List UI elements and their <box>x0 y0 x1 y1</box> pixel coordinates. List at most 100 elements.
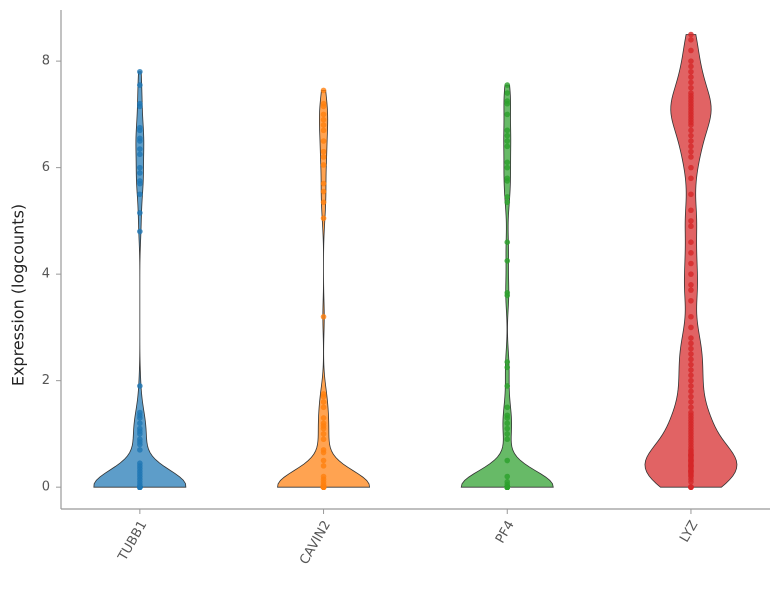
point <box>688 223 694 230</box>
point <box>137 100 143 107</box>
point <box>320 463 327 469</box>
point <box>320 199 327 206</box>
point <box>320 215 327 222</box>
point <box>504 132 511 139</box>
point <box>504 82 511 88</box>
point <box>688 84 694 91</box>
point <box>504 194 511 200</box>
point <box>688 148 694 155</box>
x-tick-label: PF4 <box>493 518 518 546</box>
point <box>688 90 694 96</box>
point <box>688 367 694 373</box>
point <box>688 287 694 293</box>
point <box>504 98 511 104</box>
point <box>320 447 327 453</box>
point <box>137 425 143 432</box>
point <box>137 210 143 216</box>
point <box>320 127 327 134</box>
point <box>320 457 327 464</box>
point <box>504 289 511 296</box>
point <box>504 359 511 365</box>
point <box>504 239 511 245</box>
point <box>137 151 143 158</box>
point <box>688 138 694 144</box>
point <box>137 447 143 453</box>
y-tick-label: 0 <box>42 480 50 495</box>
point <box>688 297 694 304</box>
point <box>688 313 694 320</box>
point <box>688 143 694 150</box>
y-tick-label: 6 <box>42 160 50 175</box>
point <box>504 404 511 411</box>
point <box>688 404 694 411</box>
point <box>137 460 143 467</box>
point <box>320 100 327 107</box>
point <box>688 239 694 245</box>
point <box>504 138 511 144</box>
point <box>504 436 511 443</box>
point <box>504 143 511 150</box>
point <box>688 271 694 277</box>
point <box>504 473 511 480</box>
point <box>504 164 511 171</box>
point <box>688 388 694 395</box>
point <box>137 436 143 443</box>
point <box>320 111 327 118</box>
point <box>320 415 327 421</box>
point <box>320 154 327 160</box>
point <box>137 191 143 198</box>
point <box>320 87 327 94</box>
point <box>504 90 511 96</box>
point <box>137 68 143 75</box>
point <box>688 393 694 400</box>
point <box>504 457 511 464</box>
point <box>688 175 694 182</box>
point <box>320 313 327 320</box>
point <box>320 188 327 195</box>
y-tick-label: 2 <box>42 373 50 388</box>
point <box>688 127 694 134</box>
point <box>137 420 143 427</box>
point <box>504 383 511 389</box>
point <box>688 218 694 224</box>
point <box>504 364 511 371</box>
point <box>688 260 694 267</box>
point <box>137 409 143 416</box>
point <box>320 138 327 144</box>
point <box>688 351 694 357</box>
point <box>688 132 694 139</box>
point <box>320 122 327 128</box>
point <box>504 199 511 206</box>
point <box>688 340 694 347</box>
point <box>137 228 143 235</box>
point <box>320 473 327 480</box>
point <box>688 281 694 288</box>
y-tick-label: 8 <box>42 54 50 69</box>
point <box>688 345 694 352</box>
point <box>137 124 143 131</box>
point <box>688 58 694 64</box>
y-tick-label: 4 <box>42 267 50 282</box>
point <box>320 431 327 437</box>
point <box>688 409 694 416</box>
point <box>320 404 327 411</box>
point <box>137 170 143 176</box>
point <box>688 37 694 43</box>
point <box>688 31 694 38</box>
point <box>320 148 327 155</box>
point <box>504 425 511 432</box>
point <box>137 178 143 184</box>
point <box>688 74 694 80</box>
point <box>320 162 327 168</box>
point <box>504 127 511 134</box>
point <box>137 164 143 171</box>
point <box>688 377 694 384</box>
point <box>688 356 694 363</box>
point <box>688 191 694 198</box>
point <box>688 154 694 160</box>
point <box>504 258 511 264</box>
point <box>320 436 327 443</box>
point <box>688 250 694 256</box>
point <box>504 412 511 419</box>
